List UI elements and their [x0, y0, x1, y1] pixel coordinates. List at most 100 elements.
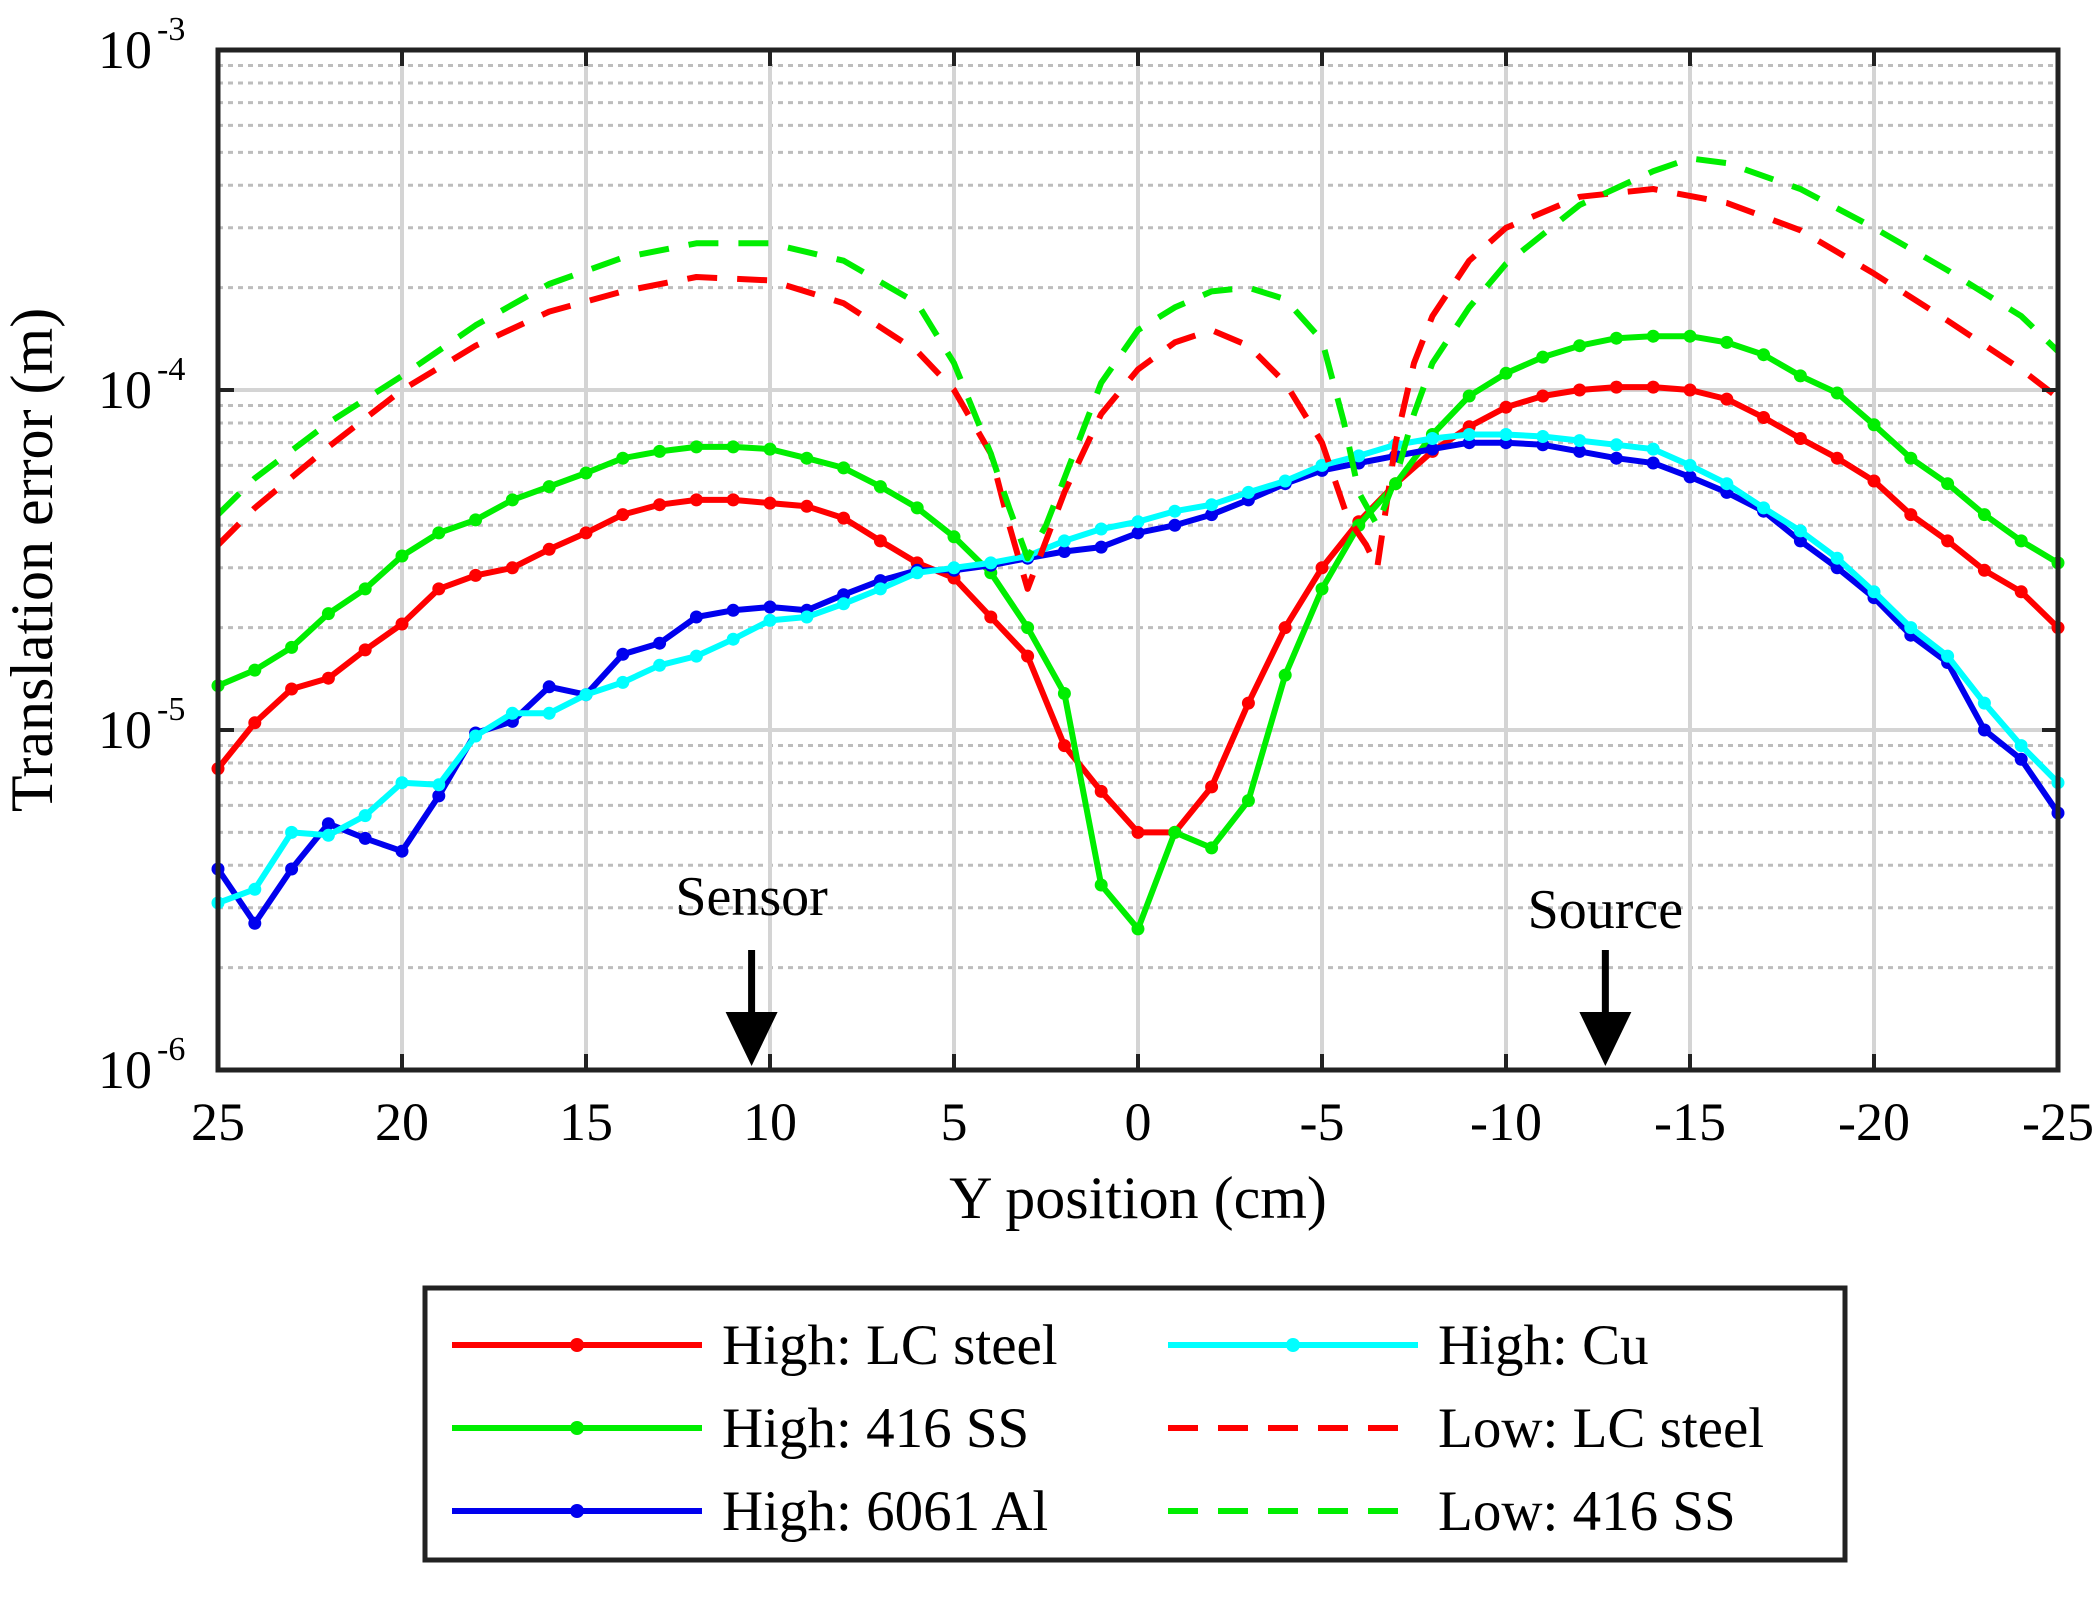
series-layer: [211, 155, 2065, 936]
series-point-3: [726, 632, 740, 646]
series-line-4: [215, 186, 2060, 592]
series-point-1: [763, 442, 777, 456]
series-point-3: [910, 566, 924, 580]
x-tick-label: -5: [1300, 1092, 1345, 1152]
series-point-1: [1793, 369, 1807, 383]
series-point-1: [1499, 366, 1513, 380]
series-point-0: [432, 582, 446, 596]
legend: High: LC steel High: 416 SS High: 6061 Al H…: [422, 1285, 1848, 1563]
legend-marker: [570, 1421, 584, 1435]
series-point-3: [505, 706, 519, 720]
series-point-0: [248, 716, 262, 730]
series-point-3: [469, 729, 483, 743]
x-axis-title: Y position (cm): [949, 1165, 1327, 1231]
y-tick-exponent: -5: [157, 691, 185, 728]
series-point-1: [395, 549, 409, 563]
series-point-1: [1609, 331, 1623, 345]
series-point-1: [689, 440, 703, 454]
series-point-2: [2014, 752, 2028, 766]
y-tick-label: 10: [98, 20, 152, 80]
series-point-0: [542, 542, 556, 556]
series-point-3: [1499, 428, 1513, 441]
series-point-2: [321, 817, 335, 831]
series-point-3: [1462, 428, 1476, 441]
series-point-2: [1793, 534, 1807, 548]
y-tick-label: 10: [98, 360, 152, 420]
annotation-arrow-head: [1579, 1012, 1632, 1066]
series-point-3: [1793, 524, 1807, 538]
x-tick-label: 5: [941, 1092, 968, 1152]
series-point-1: [1462, 389, 1476, 403]
series-point-1: [653, 444, 667, 458]
series-point-3: [984, 556, 998, 570]
series-point-1: [432, 526, 446, 540]
series-point-0: [1131, 825, 1145, 839]
x-tick-label: -20: [1838, 1092, 1910, 1152]
series-point-2: [1425, 442, 1439, 456]
series-point-1: [910, 501, 924, 515]
series-point-0: [1609, 380, 1623, 394]
series-point-3: [2014, 739, 2028, 753]
legend-label: High: Cu: [1438, 1314, 1649, 1377]
series-point-3: [1609, 438, 1623, 452]
series-point-3: [395, 776, 409, 790]
series-point-0: [1499, 400, 1513, 414]
series-point-3: [1720, 477, 1734, 491]
y-tick-label: 10: [98, 1040, 152, 1100]
series-point-0: [358, 643, 372, 657]
series-point-0: [505, 561, 519, 575]
series-point-2: [542, 680, 556, 694]
series-point-2: [616, 647, 630, 661]
series-point-0: [1205, 780, 1219, 794]
series-point-0: [1867, 474, 1881, 488]
series-point-1: [1977, 508, 1991, 522]
series-point-0: [1057, 739, 1071, 753]
series-point-2: [763, 600, 777, 614]
x-tick-label: -10: [1470, 1092, 1542, 1152]
series-point-2: [358, 831, 372, 845]
series-point-0: [616, 508, 630, 522]
legend-label: Low: LC steel: [1438, 1397, 1764, 1460]
series-point-2: [1057, 545, 1071, 558]
series-point-0: [1315, 561, 1329, 575]
y-axis-title: Translation error (m): [0, 308, 65, 812]
annotation-arrow-head: [725, 1012, 778, 1066]
series-point-0: [653, 498, 667, 512]
series-point-1: [469, 513, 483, 527]
series-point-0: [800, 499, 814, 513]
x-tick-label: -25: [2022, 1092, 2094, 1152]
series-point-1: [873, 480, 887, 494]
series-point-1: [1683, 329, 1697, 343]
series-point-1: [1241, 794, 1255, 808]
series-point-3: [1205, 498, 1219, 512]
series-point-3: [1536, 430, 1550, 443]
series-point-2: [432, 789, 446, 803]
series-point-1: [1904, 451, 1918, 465]
series-point-3: [1683, 458, 1697, 472]
series-point-2: [653, 636, 667, 650]
series-point-0: [1904, 508, 1918, 522]
legend-marker: [1286, 1338, 1300, 1352]
series-point-3: [432, 778, 446, 792]
series-point-1: [579, 466, 593, 480]
series-point-0: [579, 526, 593, 540]
series-point-3: [763, 613, 777, 627]
series-point-0: [2014, 585, 2028, 599]
series-point-1: [1094, 878, 1108, 892]
series-point-1: [726, 440, 740, 454]
series-point-0: [395, 617, 409, 631]
series-point-0: [469, 568, 483, 582]
series-point-2: [285, 862, 299, 876]
series-point-1: [800, 451, 814, 465]
series-point-0: [984, 610, 998, 624]
series-point-2: [1168, 518, 1182, 532]
series-point-2: [1683, 470, 1697, 484]
series-point-2: [1646, 456, 1660, 470]
series-point-0: [1278, 621, 1292, 635]
series-point-3: [1131, 515, 1145, 529]
series-point-0: [1573, 383, 1587, 397]
series-point-1: [1720, 335, 1734, 349]
annotation-label: Sensor: [675, 866, 828, 928]
